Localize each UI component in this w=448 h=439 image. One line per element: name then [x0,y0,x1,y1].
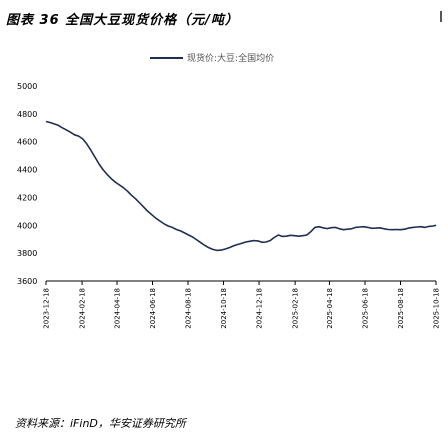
x-tick-label: 2025-10-18 [433,288,441,329]
y-tick-label: 4400 [17,166,37,175]
y-tick-label: 4000 [17,221,37,230]
source-note: 资料来源：iFinD，华安证券研究所 [15,417,186,430]
x-tick-label: 2024-08-18 [185,288,193,329]
y-tick-label: 4800 [17,110,37,119]
y-axis: 3600 3800 4000 4200 4400 4600 4800 5000 [17,82,37,286]
y-tick-label: 4600 [17,138,37,147]
x-tick-label: 2025-04-18 [326,288,334,329]
x-tick-label: 2024-04-18 [114,288,122,329]
x-tick-label: 2025-08-18 [397,288,405,329]
x-tick-label: 2024-06-18 [149,288,157,329]
chart-title: 图表 36 全国大豆现货价格（元/吨） [6,13,239,28]
x-tick-label: 2023-12-18 [43,288,51,329]
x-tick-label: 2025-02-18 [292,288,300,329]
legend-line-swatch [150,57,183,59]
y-tick-label: 3800 [17,249,37,258]
y-tick-label: 3600 [17,277,37,286]
legend-label: 现货价:大豆:全国均价 [187,54,275,64]
x-tick-label: 2024-02-18 [79,288,87,329]
x-tick-label: 2024-12-18 [256,288,264,329]
title-edge-mark [440,11,442,22]
y-tick-label: 5000 [17,82,37,91]
y-tick-label: 4200 [17,193,37,202]
x-tick-label: 2024-10-18 [220,288,228,329]
series-line [45,120,437,252]
x-tick-label: 2025-06-18 [361,288,369,329]
x-axis: 2023-12-18 2024-02-18 2024-04-18 2024-06-18… [43,280,441,329]
